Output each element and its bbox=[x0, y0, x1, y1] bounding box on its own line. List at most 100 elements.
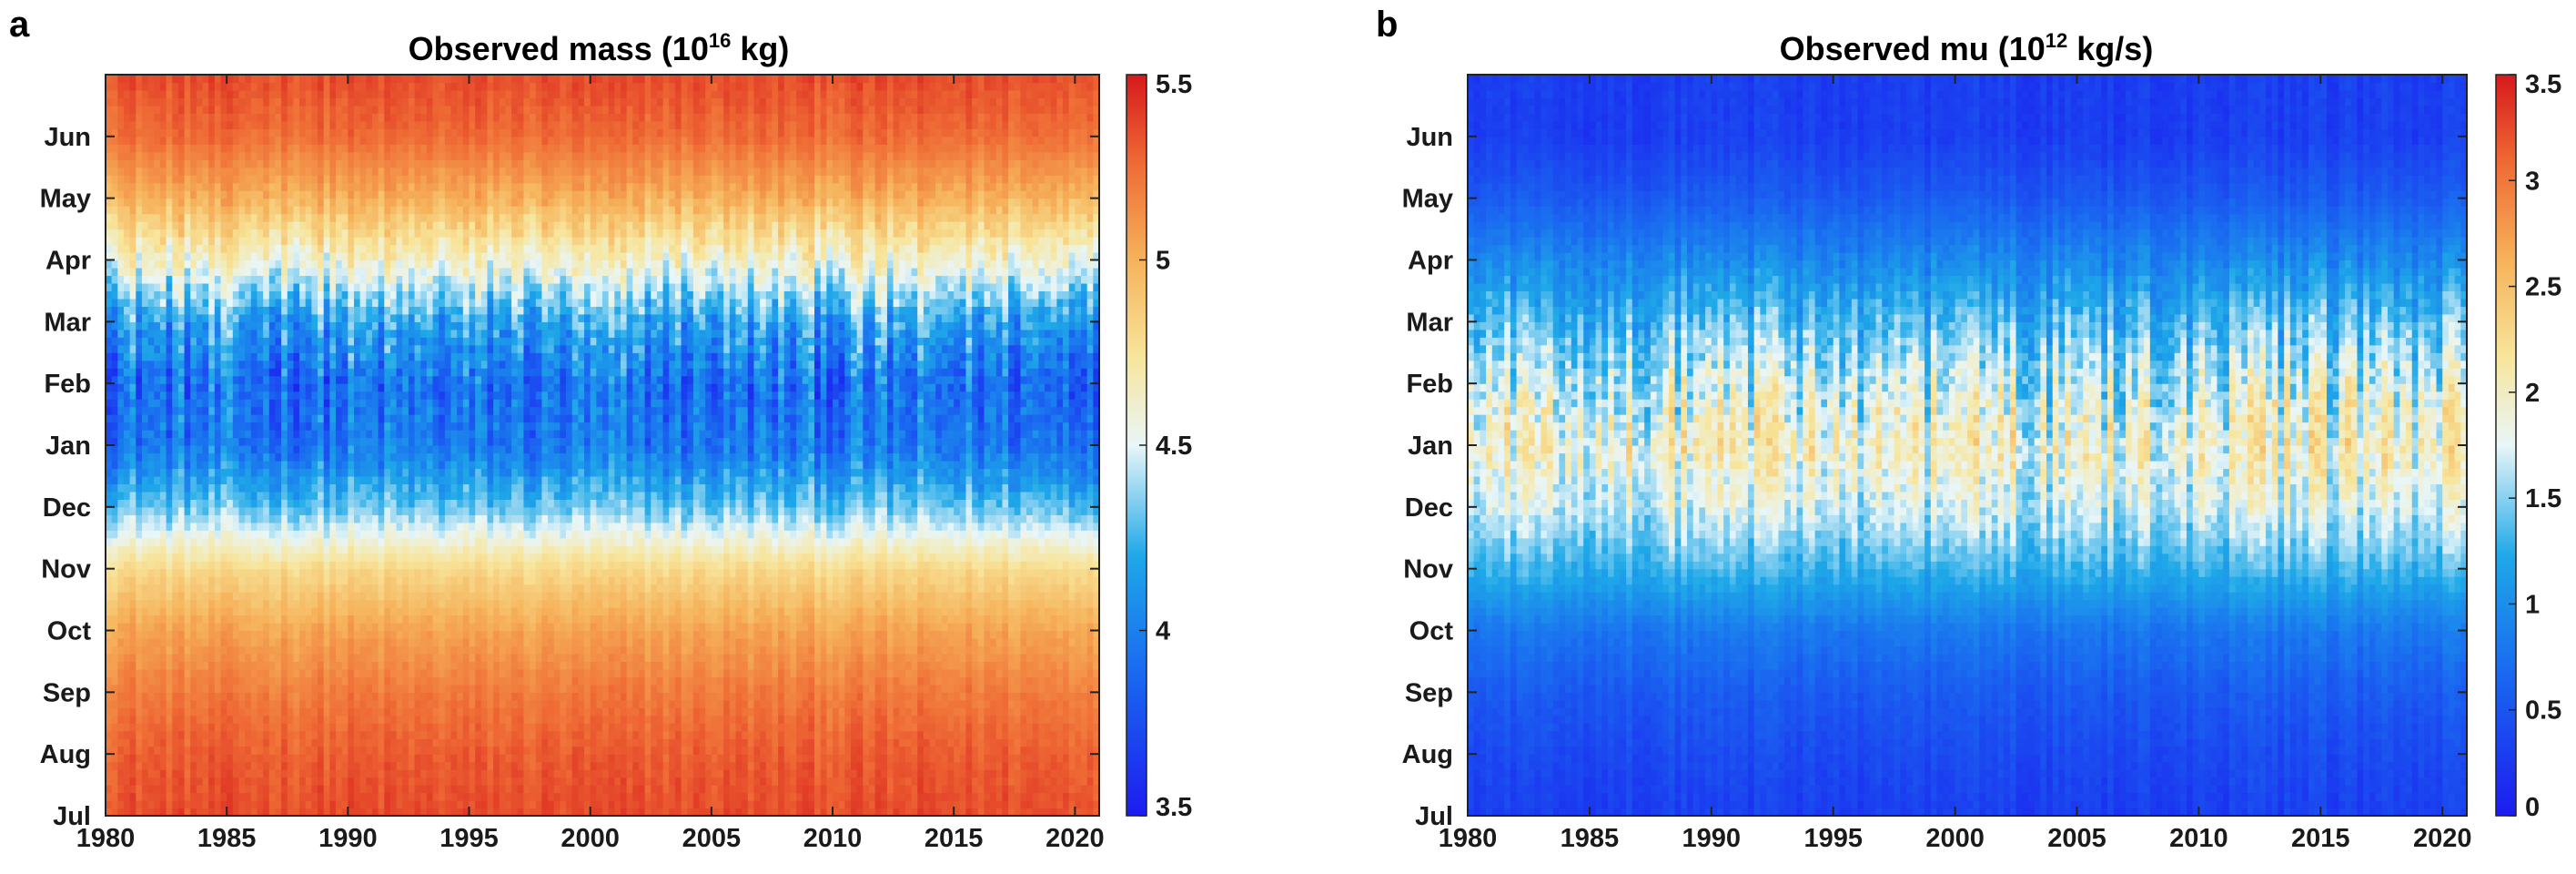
heatmap-cell bbox=[123, 645, 131, 655]
heatmap-cell bbox=[336, 282, 343, 292]
heatmap-cell bbox=[172, 437, 179, 446]
heatmap-cell bbox=[238, 136, 246, 145]
heatmap-cell bbox=[141, 761, 149, 770]
heatmap-cell bbox=[257, 344, 264, 353]
heatmap-cell bbox=[354, 699, 361, 708]
heatmap-cell bbox=[371, 568, 379, 577]
heatmap-cell bbox=[159, 452, 167, 462]
heatmap-cell bbox=[366, 352, 373, 361]
heatmap-cell bbox=[359, 113, 367, 122]
heatmap-cell bbox=[238, 344, 246, 353]
heatmap-cell bbox=[227, 399, 234, 408]
heatmap-cell bbox=[250, 352, 258, 361]
heatmap-cell bbox=[348, 437, 355, 446]
heatmap-cell bbox=[396, 267, 403, 277]
heatmap-cell bbox=[141, 82, 149, 91]
heatmap-cell bbox=[378, 723, 385, 732]
heatmap-cell bbox=[389, 475, 398, 484]
heatmap-cell bbox=[190, 623, 197, 632]
heatmap-cell bbox=[159, 97, 167, 107]
heatmap-cell bbox=[136, 422, 143, 431]
heatmap-cell bbox=[129, 530, 136, 539]
heatmap-cell bbox=[384, 128, 391, 137]
heatmap-cell bbox=[408, 198, 416, 207]
heatmap-cell bbox=[384, 530, 391, 539]
heatmap-cell bbox=[184, 136, 191, 145]
heatmap-cell bbox=[378, 445, 385, 454]
heatmap-cell bbox=[220, 522, 227, 531]
heatmap-cell bbox=[384, 468, 391, 477]
heatmap-cell bbox=[214, 437, 222, 446]
heatmap-cell bbox=[172, 692, 179, 701]
heatmap-cell bbox=[166, 769, 173, 778]
heatmap-cell bbox=[245, 406, 252, 415]
heatmap-cell bbox=[141, 406, 149, 415]
heatmap-cell bbox=[154, 522, 161, 531]
heatmap-cell bbox=[136, 244, 143, 253]
heatmap-cell bbox=[293, 568, 300, 577]
heatmap-cell bbox=[311, 723, 318, 732]
heatmap-cell bbox=[141, 607, 149, 616]
heatmap-cell bbox=[408, 568, 416, 577]
heatmap-cell bbox=[196, 568, 204, 577]
heatmap-cell bbox=[238, 252, 246, 261]
heatmap-cell bbox=[196, 607, 204, 616]
heatmap-cell bbox=[159, 738, 167, 747]
heatmap-cell bbox=[196, 475, 204, 484]
heatmap-cell bbox=[275, 437, 282, 446]
heatmap-cell bbox=[177, 637, 186, 647]
heatmap-cell bbox=[341, 684, 349, 693]
heatmap-cell bbox=[348, 282, 355, 292]
heatmap-cell bbox=[329, 198, 337, 207]
heatmap-cell bbox=[318, 483, 325, 493]
heatmap-cell bbox=[366, 460, 373, 470]
heatmap-cell bbox=[129, 290, 136, 300]
heatmap-cell bbox=[106, 167, 113, 176]
heatmap-cell bbox=[117, 82, 125, 91]
heatmap-cell bbox=[208, 344, 216, 353]
heatmap-cell bbox=[177, 329, 186, 338]
heatmap-cell bbox=[184, 514, 191, 523]
heatmap-cell bbox=[245, 399, 252, 408]
heatmap-cell bbox=[281, 661, 288, 670]
heatmap-cell bbox=[287, 576, 295, 585]
heatmap-cell bbox=[141, 437, 149, 446]
heatmap-cell bbox=[166, 599, 173, 608]
heatmap-cell bbox=[129, 699, 136, 708]
heatmap-cell bbox=[287, 584, 295, 593]
heatmap-cell bbox=[123, 167, 131, 176]
heatmap-cell bbox=[117, 738, 125, 747]
heatmap-cell bbox=[275, 167, 282, 176]
heatmap-cell bbox=[275, 352, 282, 361]
heatmap-cell bbox=[117, 576, 125, 585]
heatmap-cell bbox=[293, 676, 300, 686]
heatmap-cell bbox=[389, 352, 398, 361]
heatmap-cell bbox=[111, 206, 118, 215]
heatmap-cell bbox=[323, 221, 330, 230]
heatmap-cell bbox=[190, 252, 197, 261]
heatmap-cell bbox=[147, 746, 155, 755]
heatmap-cell bbox=[123, 275, 131, 284]
heatmap-cell bbox=[348, 475, 355, 484]
heatmap-cell bbox=[129, 321, 136, 330]
heatmap-cell bbox=[220, 321, 227, 330]
heatmap-cell bbox=[366, 414, 373, 423]
heatmap-cell bbox=[141, 368, 149, 377]
heatmap-cell bbox=[232, 661, 240, 670]
heatmap-cell bbox=[348, 120, 355, 129]
heatmap-cell bbox=[293, 630, 300, 639]
heatmap-cell bbox=[293, 530, 300, 539]
heatmap-cell bbox=[208, 167, 216, 176]
heatmap-cell bbox=[318, 468, 325, 477]
heatmap-cell bbox=[329, 182, 337, 191]
heatmap-cell bbox=[371, 715, 379, 724]
heatmap-cell bbox=[354, 599, 361, 608]
heatmap-cell bbox=[287, 460, 295, 470]
heatmap-cell bbox=[141, 329, 149, 338]
heatmap-cell bbox=[281, 229, 288, 238]
heatmap-cell bbox=[154, 120, 161, 129]
heatmap-cell bbox=[202, 637, 209, 647]
heatmap-cell bbox=[232, 499, 240, 508]
heatmap-cell bbox=[117, 553, 125, 562]
heatmap-cell bbox=[117, 321, 125, 330]
